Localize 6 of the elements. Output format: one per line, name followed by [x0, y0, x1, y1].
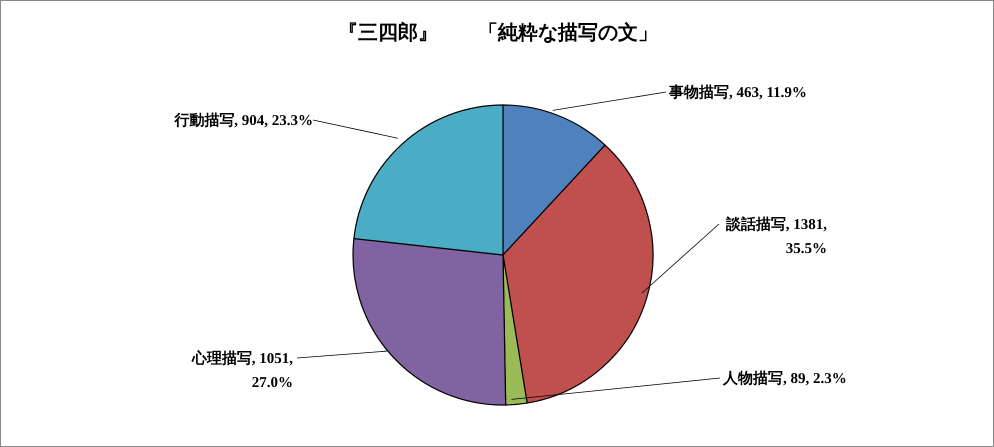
chart-title: 『三四郎』 「純粋な描写の文」 [337, 20, 659, 46]
slice-label: 行動描写, 904, 23.3% [173, 112, 313, 129]
slice-label: 事物描写, 463, 11.9% [668, 84, 807, 101]
slice-label: 心理描写, 1051, 27.0% [190, 349, 294, 391]
slice-label: 人物描写, 89, 2.3% [722, 370, 847, 387]
slice-label: 談話描写, 1381, 35.5% [724, 216, 828, 257]
